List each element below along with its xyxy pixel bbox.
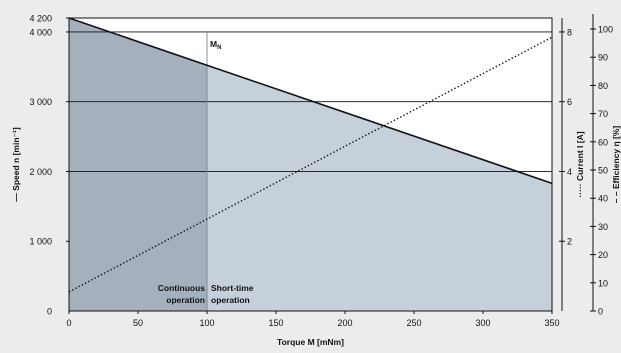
x-tick-label: 300 <box>475 318 490 328</box>
efficiency-tick-label: 20 <box>598 250 608 260</box>
y-left-tick-label: 3 000 <box>29 97 52 107</box>
efficiency-axis-title: – – Efficiency η [%] <box>611 126 621 204</box>
rated-torque-label: MN <box>210 39 221 51</box>
efficiency-tick-label: 10 <box>598 278 608 288</box>
efficiency-tick-label: 70 <box>598 109 608 119</box>
y-left-axis-title: — Speed n [min⁻¹] <box>11 127 21 202</box>
x-tick-label: 50 <box>133 318 143 328</box>
current-line <box>68 36 553 293</box>
gridlines <box>69 31 552 311</box>
current-tick-label: 4 <box>567 167 572 177</box>
series-lines <box>68 17 553 293</box>
y-left-tick-label: 1 000 <box>29 237 52 247</box>
efficiency-tick-label: 100 <box>598 25 613 35</box>
rated-torque-subscript: N <box>217 45 221 51</box>
x-tick-label: 350 <box>544 318 559 328</box>
current-tick-label: 2 <box>567 237 572 247</box>
x-tick-label: 0 <box>66 318 71 328</box>
speed-line <box>68 17 553 185</box>
y-left-tick-label: 0 <box>47 307 52 317</box>
operation-regions <box>69 18 552 312</box>
current-tick-label: 8 <box>567 27 572 37</box>
continuous-operation-label: Continuous <box>158 283 205 293</box>
efficiency-tick-label: 50 <box>598 166 608 176</box>
continuous-operation-label: operation <box>166 295 205 305</box>
efficiency-tick-label: 80 <box>598 81 608 91</box>
efficiency-tick-label: 60 <box>598 137 608 147</box>
plot-border <box>68 17 553 312</box>
efficiency-tick-label: 40 <box>598 194 608 204</box>
continuous-operation-region <box>69 18 207 311</box>
short-time-operation-label: Short-time <box>211 283 254 293</box>
current-tick-label: 6 <box>567 97 572 107</box>
plot-frame <box>68 14 594 312</box>
y-left-tick-label: 4 000 <box>29 27 52 37</box>
current-axis-title: ····· Current I [A] <box>575 131 585 197</box>
x-tick-label: 250 <box>406 318 421 328</box>
x-tick-label: 150 <box>268 318 283 328</box>
short-time-operation-region <box>207 65 552 312</box>
short-time-operation-label: operation <box>211 295 250 305</box>
efficiency-tick-label: 0 <box>598 307 603 317</box>
x-axis-title: Torque M [mNm] <box>277 337 344 347</box>
efficiency-tick-label: 90 <box>598 53 608 63</box>
x-tick-label: 100 <box>199 318 214 328</box>
y-left-tick-label: 2 000 <box>29 167 52 177</box>
x-tick-label: 200 <box>337 318 352 328</box>
efficiency-tick-label: 30 <box>598 222 608 232</box>
annotations: MN Continuous operation Short-time operation… <box>11 39 621 347</box>
y-left-tick-label: 4 200 <box>29 14 52 24</box>
